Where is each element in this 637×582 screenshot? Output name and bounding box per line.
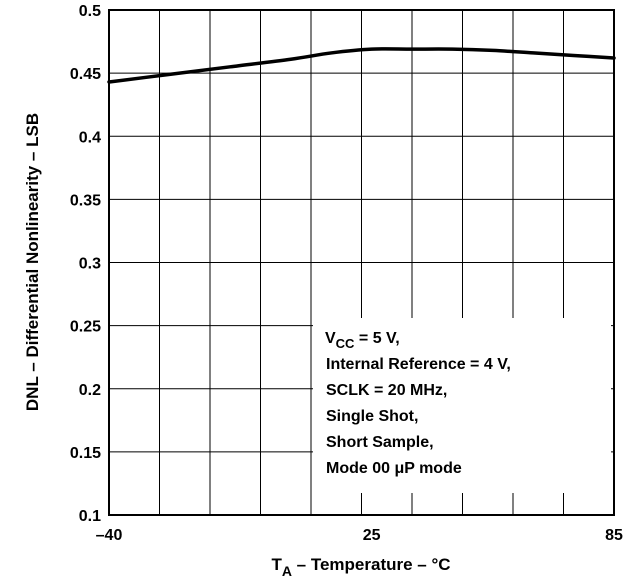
x-axis-title-rest: – Temperature – °C — [292, 555, 451, 574]
annotation-vcc-sub: CC — [336, 336, 355, 351]
annotation-line-vcc: VCC = 5 V, — [325, 330, 400, 351]
y-tick-labels: 0.1 0.15 0.2 0.25 0.3 0.35 0.4 0.45 0.5 — [70, 3, 101, 525]
annotation-line: Single Shot, — [326, 408, 418, 425]
x-tick-label: 25 — [363, 527, 381, 544]
annotation-vcc-main: V — [325, 330, 336, 347]
x-axis-title-sub: A — [282, 563, 292, 579]
y-axis-title: DNL – Differential Nonlinearity – LSB — [23, 113, 42, 411]
annotation-line: Mode 00 μP mode — [326, 460, 462, 477]
y-tick-label: 0.45 — [70, 66, 101, 83]
x-tick-label: –40 — [96, 527, 123, 544]
plot-frame — [108, 9, 615, 516]
y-tick-label: 0.35 — [70, 192, 101, 209]
x-axis-title: TA – Temperature – °C — [271, 555, 450, 579]
annotation-line: Internal Reference = 4 V, — [326, 356, 511, 373]
y-tick-label: 0.25 — [70, 319, 101, 336]
x-axis-title-main: T — [271, 555, 282, 574]
annotation-line: SCLK = 20 MHz, — [326, 382, 447, 399]
series-line — [107, 47, 616, 84]
y-tick-label: 0.1 — [79, 508, 101, 525]
grid-lines — [109, 10, 614, 515]
y-tick-label: 0.3 — [79, 256, 101, 273]
annotation-vcc-rest: = 5 V, — [354, 330, 399, 347]
x-tick-labels: –40 25 85 — [96, 527, 623, 544]
y-tick-label: 0.4 — [79, 129, 101, 146]
y-tick-label: 0.15 — [70, 445, 101, 462]
y-tick-label: 0.2 — [79, 382, 101, 399]
annotation-text: VCC = 5 V, Internal Reference = 4 V, SCL… — [325, 330, 511, 477]
annotation-line: Short Sample, — [326, 434, 434, 451]
annotation-box — [313, 318, 611, 493]
y-tick-label: 0.5 — [79, 3, 101, 20]
x-tick-label: 85 — [605, 527, 623, 544]
